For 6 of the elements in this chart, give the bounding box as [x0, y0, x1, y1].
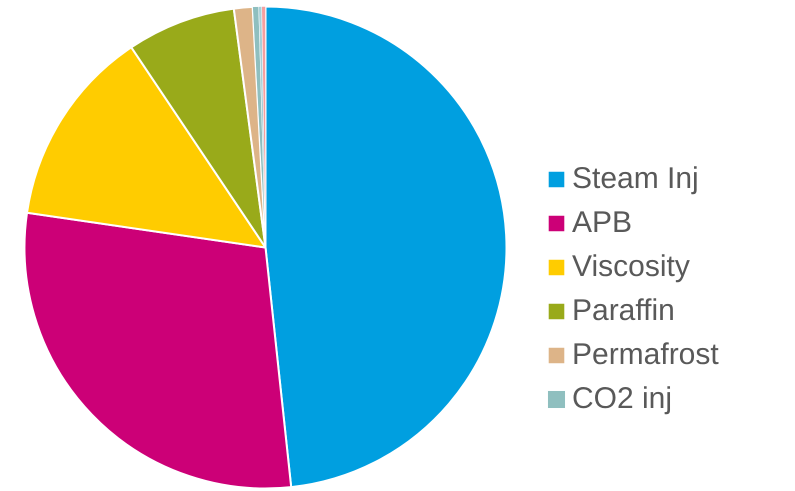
legend-label: CO2 inj	[572, 382, 672, 416]
legend-label: Permafrost	[572, 338, 719, 372]
legend-label: APB	[572, 206, 632, 240]
legend-label: Paraffin	[572, 294, 675, 328]
legend-label: Viscosity	[572, 250, 690, 284]
legend-label: Steam Inj	[572, 162, 699, 196]
